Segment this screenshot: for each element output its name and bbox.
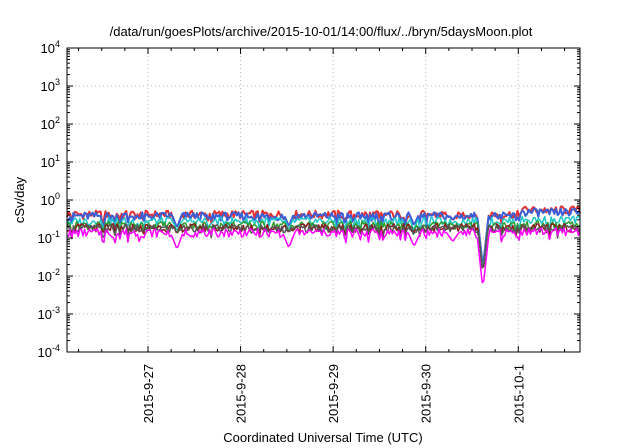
y-tick-label: 10-1 bbox=[38, 229, 60, 246]
y-tick-label: 103 bbox=[41, 77, 60, 94]
series-line bbox=[66, 226, 581, 284]
y-axis: 104 103 102 101 100 10-1 10-2 10-3 10-4 bbox=[38, 39, 580, 360]
plot-area bbox=[66, 205, 581, 284]
y-tick-label: 100 bbox=[41, 191, 60, 208]
x-tick-label: 2015-9-27 bbox=[141, 364, 156, 423]
y-tick-label: 102 bbox=[41, 115, 60, 132]
chart-title: /data/run/goesPlots/archive/2015-10-01/1… bbox=[110, 24, 533, 39]
x-tick-label: 2015-9-28 bbox=[234, 364, 249, 423]
y-tick-label: 10-2 bbox=[38, 267, 60, 284]
x-tick-label: 2015-10-1 bbox=[511, 364, 526, 423]
x-axis-label: Coordinated Universal Time (UTC) bbox=[223, 430, 422, 445]
y-tick-label: 10-3 bbox=[38, 305, 60, 322]
y-axis-label: cSv/day bbox=[12, 176, 27, 223]
x-tick-label: 2015-9-30 bbox=[419, 364, 434, 423]
y-tick-label: 104 bbox=[41, 39, 60, 56]
x-axis: 2015-9-27 2015-9-28 2015-9-29 2015-9-30 2015… bbox=[78, 48, 566, 423]
grid bbox=[67, 48, 580, 352]
x-tick-label: 2015-9-29 bbox=[326, 364, 341, 423]
y-tick-label: 10-4 bbox=[38, 343, 60, 360]
y-tick-label: 101 bbox=[41, 153, 60, 170]
